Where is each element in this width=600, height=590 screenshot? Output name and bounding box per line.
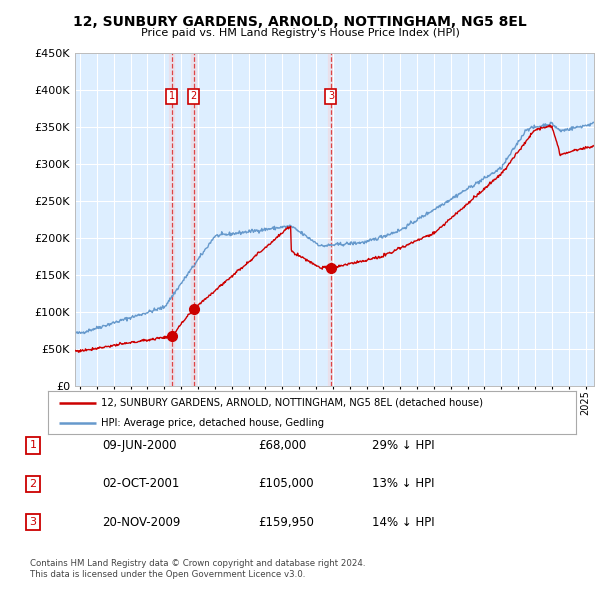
Text: 3: 3 [29, 517, 37, 527]
Text: 1: 1 [169, 91, 175, 101]
Text: 13% ↓ HPI: 13% ↓ HPI [372, 477, 434, 490]
Text: £105,000: £105,000 [258, 477, 314, 490]
Text: 12, SUNBURY GARDENS, ARNOLD, NOTTINGHAM, NG5 8EL: 12, SUNBURY GARDENS, ARNOLD, NOTTINGHAM,… [73, 15, 527, 29]
Text: 09-JUN-2000: 09-JUN-2000 [102, 439, 176, 452]
Text: Price paid vs. HM Land Registry's House Price Index (HPI): Price paid vs. HM Land Registry's House … [140, 28, 460, 38]
Text: £68,000: £68,000 [258, 439, 306, 452]
Text: HPI: Average price, detached house, Gedling: HPI: Average price, detached house, Gedl… [101, 418, 324, 428]
Bar [191, 53, 196, 386]
Text: 02-OCT-2001: 02-OCT-2001 [102, 477, 179, 490]
Text: 2: 2 [29, 479, 37, 489]
Text: £159,950: £159,950 [258, 516, 314, 529]
Text: 3: 3 [328, 91, 334, 101]
Text: 29% ↓ HPI: 29% ↓ HPI [372, 439, 434, 452]
Text: 14% ↓ HPI: 14% ↓ HPI [372, 516, 434, 529]
Text: 20-NOV-2009: 20-NOV-2009 [102, 516, 181, 529]
Text: This data is licensed under the Open Government Licence v3.0.: This data is licensed under the Open Gov… [30, 571, 305, 579]
Bar [169, 53, 174, 386]
Text: 2: 2 [191, 91, 197, 101]
Bar [328, 53, 334, 386]
Text: 1: 1 [29, 441, 37, 450]
Text: 12, SUNBURY GARDENS, ARNOLD, NOTTINGHAM, NG5 8EL (detached house): 12, SUNBURY GARDENS, ARNOLD, NOTTINGHAM,… [101, 398, 483, 408]
Text: Contains HM Land Registry data © Crown copyright and database right 2024.: Contains HM Land Registry data © Crown c… [30, 559, 365, 568]
